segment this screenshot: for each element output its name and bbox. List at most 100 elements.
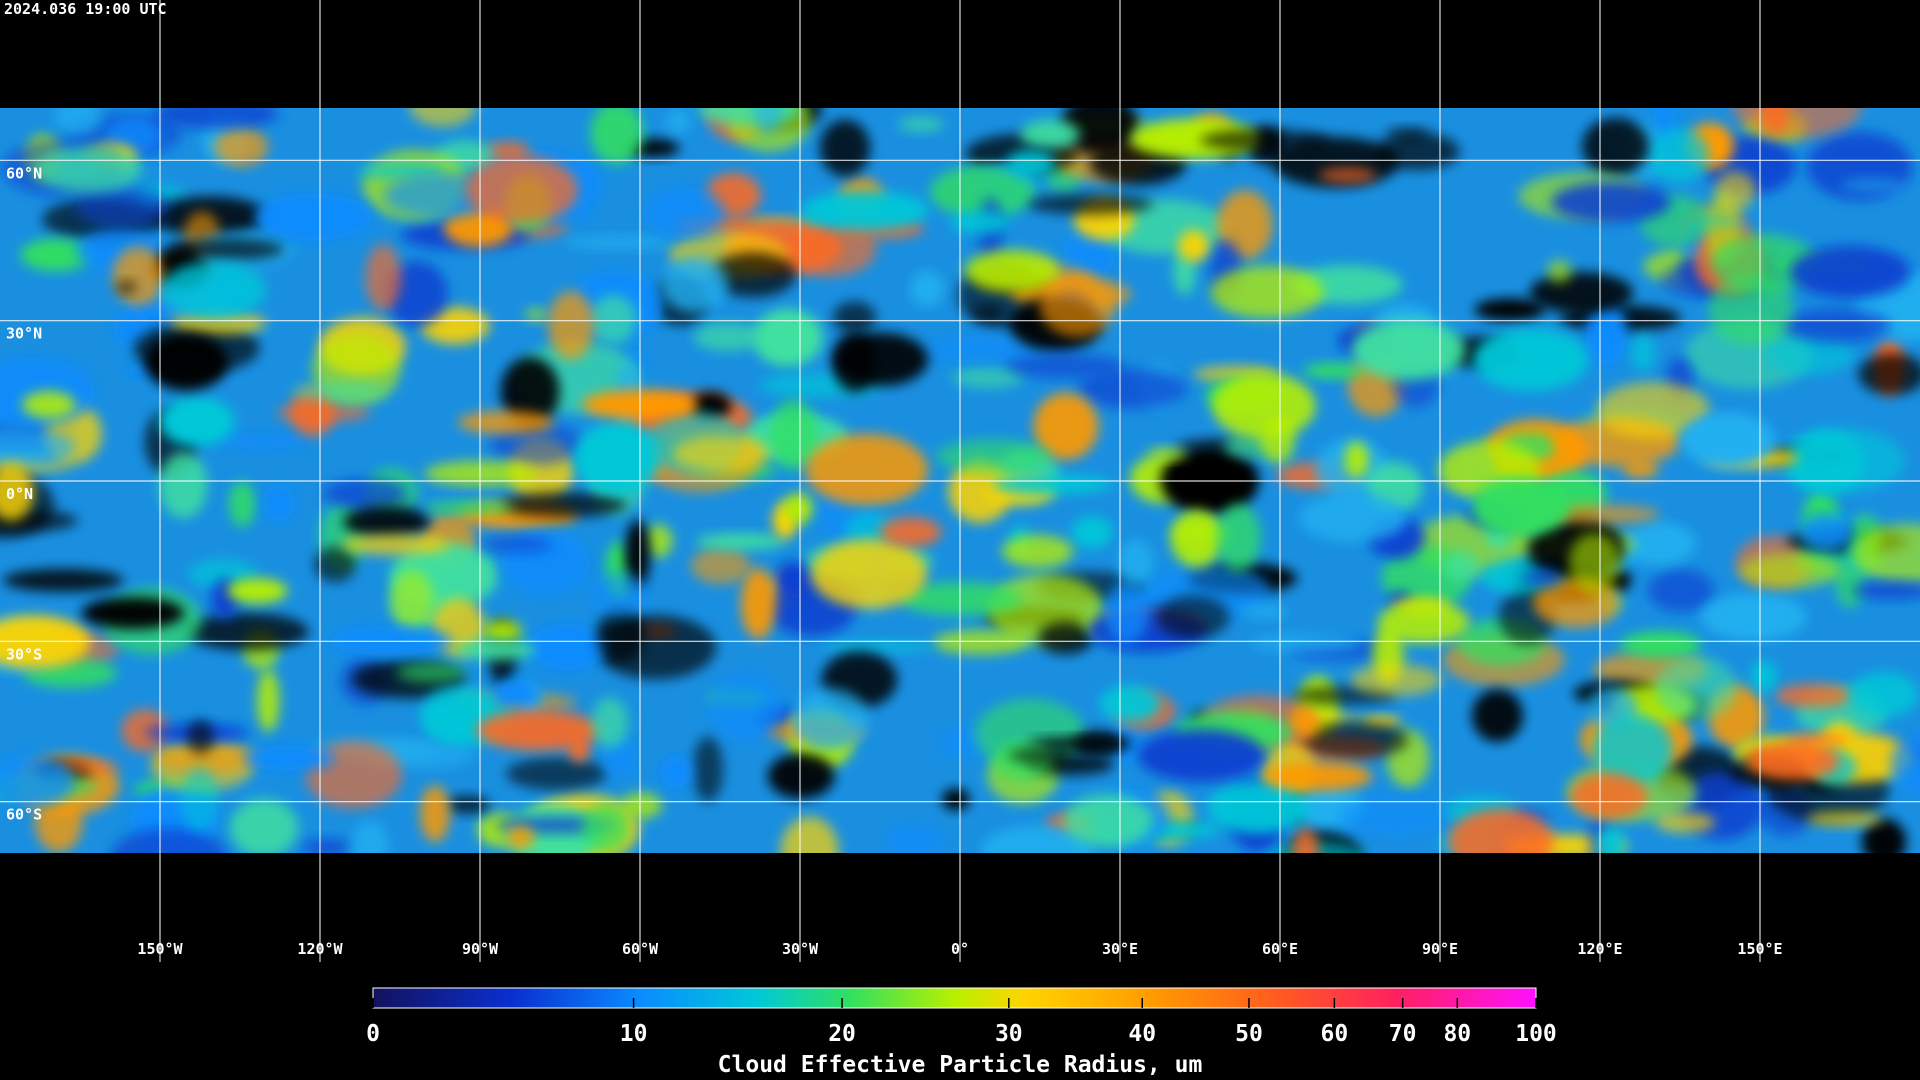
cloud-patch: [481, 536, 553, 553]
cloud-patch: [948, 459, 1012, 523]
cloud-patch: [591, 697, 629, 749]
cloud-patch: [991, 474, 1115, 495]
cloud-patch: [161, 261, 266, 319]
cloud-patch: [213, 433, 313, 449]
lat-label: 60°N: [6, 164, 42, 182]
cloud-patch: [693, 322, 763, 352]
cloud-patch: [1765, 334, 1854, 375]
cloud-patch: [964, 250, 1060, 292]
cloud-patch: [709, 673, 783, 742]
cloud-patch: [525, 307, 547, 322]
cloud-patch: [780, 816, 839, 853]
cloud-patch: [1212, 373, 1316, 439]
cloud-patch: [1060, 108, 1139, 156]
lon-label: 60°E: [1262, 940, 1298, 958]
cloud-patch: [590, 294, 637, 344]
cloud-patch: [1250, 634, 1361, 651]
cloud-patch: [185, 612, 309, 651]
cloud-patch: [1624, 522, 1696, 566]
cloud-patch: [256, 669, 280, 732]
cloud-patch: [783, 492, 813, 525]
cloud-patch: [1039, 276, 1116, 337]
cloud-patch: [767, 753, 835, 799]
cloud-patch: [75, 186, 170, 228]
cloud-patch: [0, 427, 76, 467]
cloud-patch: [1027, 193, 1154, 215]
cloud-patch: [1474, 298, 1546, 321]
cloud-patch: [1118, 539, 1154, 585]
cloud-patch: [936, 439, 1052, 474]
cloud-patch: [625, 519, 650, 589]
cloud-patch: [644, 524, 673, 558]
cloud-patch: [1001, 534, 1074, 568]
cloud-patch: [1582, 117, 1649, 176]
lat-label: 30°N: [6, 325, 42, 343]
cloud-patch: [476, 710, 601, 751]
cloud-patch: [695, 533, 786, 550]
cloud-patch: [587, 572, 650, 617]
cloud-patch: [153, 108, 280, 130]
cloud-patch: [365, 244, 402, 311]
cloud-patch: [950, 210, 1010, 235]
cloud-patch: [112, 246, 164, 306]
cloud-patch: [110, 828, 227, 853]
cloud-patch: [845, 511, 896, 549]
cloud-patch: [980, 825, 1095, 853]
cloud-patch: [574, 421, 661, 494]
cloud-patch: [483, 619, 522, 644]
cloud-patch: [1655, 812, 1716, 833]
cloud-patch: [690, 546, 752, 585]
cloud-patch: [314, 546, 357, 583]
cloud-patch: [1781, 308, 1891, 343]
cloud-patch: [159, 452, 208, 519]
cloud-patch: [1585, 300, 1628, 366]
cloud-patch: [397, 662, 467, 683]
cloud-patch: [1592, 713, 1673, 786]
cloud-patch: [409, 108, 476, 127]
cloud-patch: [1680, 412, 1775, 468]
cloud-patch: [291, 382, 388, 401]
cloud-patch: [227, 578, 288, 604]
cloud-patch: [154, 742, 261, 774]
cloud-patch: [832, 301, 877, 334]
cloud-patch: [499, 492, 627, 518]
cloud-patch: [2, 568, 124, 592]
cloud-patch: [1241, 605, 1288, 619]
cloud-patch: [898, 117, 944, 132]
cloud-patch: [1472, 328, 1589, 392]
cloud-patch: [660, 257, 728, 313]
cloud-patch: [341, 534, 450, 555]
cloud-patch: [1655, 656, 1738, 720]
cloud-patch: [1005, 353, 1125, 379]
cloud-patch: [1596, 382, 1710, 439]
lat-label: 0°N: [6, 485, 33, 503]
cloud-patch: [880, 517, 942, 547]
cloud-patch: [229, 798, 299, 853]
cloud-patch: [1551, 181, 1671, 223]
cloud-patch: [1732, 108, 1862, 139]
cloud-patch: [343, 505, 430, 539]
cloud-patch: [180, 766, 219, 831]
cloud-patch: [1840, 178, 1905, 193]
cloud-patch: [582, 802, 630, 853]
cloud-patch: [952, 366, 1025, 389]
cloud-patch: [1739, 553, 1840, 589]
cloud-patch: [1622, 459, 1659, 479]
lon-label: 150°E: [1737, 940, 1782, 958]
cloud-patch: [1351, 320, 1466, 381]
cloud-patch: [929, 165, 1036, 219]
cloud-patch: [1344, 441, 1369, 478]
cloud-patch: [528, 623, 608, 671]
cloud-patch: [753, 108, 782, 134]
cloud-patch: [491, 678, 539, 708]
cloud-patch: [1620, 631, 1702, 658]
cloud-patch: [1806, 811, 1883, 827]
cloud-patch: [1292, 828, 1319, 853]
cloud-patch: [769, 399, 818, 471]
cloud-patch: [1099, 685, 1161, 723]
cloud-patch: [81, 597, 185, 630]
cloud-patch: [1063, 794, 1154, 848]
cloud-patch: [740, 568, 776, 639]
cloud-patch: [1851, 523, 1920, 584]
